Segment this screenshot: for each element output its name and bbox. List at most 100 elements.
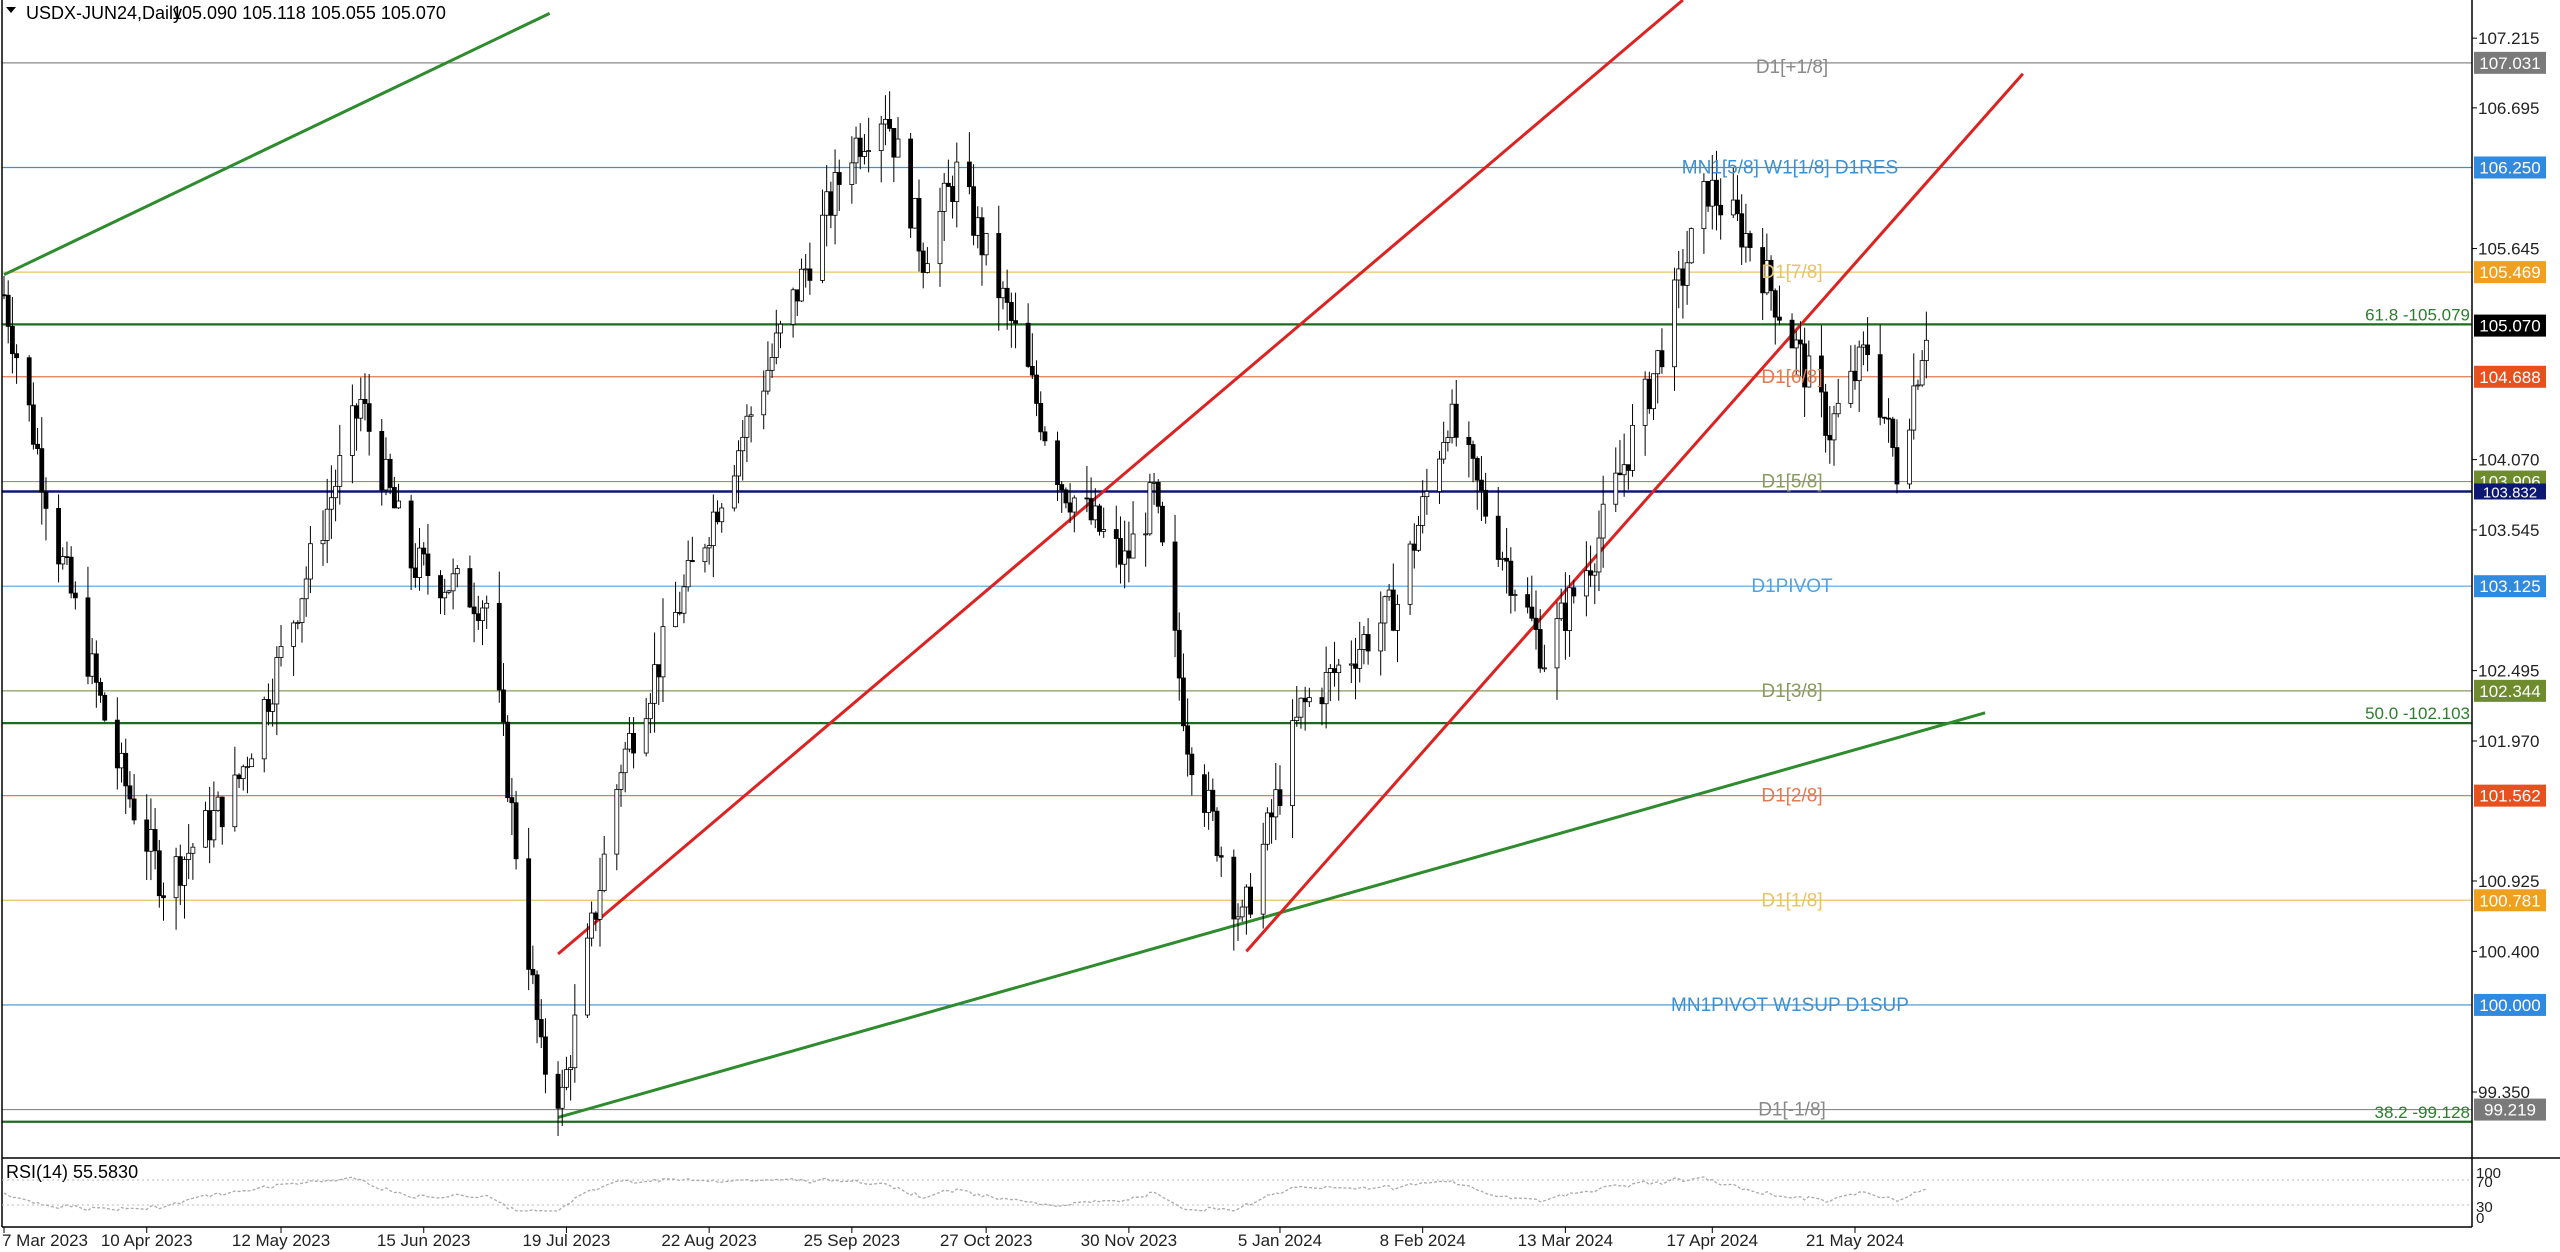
candle-down (1789, 319, 1795, 349)
candle-down (1210, 789, 1216, 812)
candle-down (1113, 529, 1119, 539)
candle-down (1772, 290, 1778, 318)
candle-down (1537, 629, 1543, 669)
candle-down (56, 507, 61, 565)
candle-down (1504, 557, 1510, 562)
y-tick-label: 102.495 (2478, 662, 2539, 681)
symbol-title: USDX-JUN24,Daily (26, 3, 182, 23)
price-tag (2474, 784, 2546, 807)
candle-down (1894, 447, 1900, 485)
trend-lines (3, 0, 2025, 1119)
price-axis[interactable]: 107.215 106.695 105.645 104.070 103.545 102.4… (2472, 29, 2539, 1102)
candle-down (1231, 856, 1237, 920)
candle-down (996, 233, 1002, 299)
candle-down (1533, 617, 1539, 630)
candle-up (803, 268, 809, 271)
price-tag-text: 103.832 (2483, 484, 2537, 501)
candle-down (979, 217, 985, 256)
candle-up (643, 718, 649, 754)
candle-down (127, 785, 133, 800)
candle-up (719, 507, 725, 523)
x-tick-label: 21 May 2024 (1806, 1231, 1904, 1250)
candle-down (1881, 416, 1887, 419)
price-tag (2474, 889, 2546, 912)
candle-down (131, 798, 137, 821)
candle-down (631, 733, 636, 754)
candle-up (1567, 587, 1572, 631)
price-tag-text: 102.344 (2479, 682, 2540, 701)
candle-up (324, 508, 330, 541)
candle-up (740, 436, 746, 452)
candle-down (1890, 418, 1896, 448)
candle-down (677, 611, 683, 614)
candle-up (1243, 886, 1249, 908)
time-axis[interactable]: 7 Mar 2023 10 Apr 2023 12 May 2023 15 Jun 2… (2, 1227, 1904, 1250)
candle-down (1038, 403, 1044, 433)
candle-up (1600, 503, 1606, 539)
candle-up (1235, 916, 1241, 920)
candle-up (1915, 384, 1921, 387)
candle-up (1000, 287, 1006, 299)
candle-up (1386, 589, 1392, 598)
collapse-triangle-icon[interactable] (6, 7, 16, 13)
candle-down (1084, 497, 1090, 500)
candle-down (509, 797, 515, 804)
candle-up (1306, 697, 1312, 703)
price-tag (2474, 483, 2546, 500)
candle-up (601, 853, 607, 891)
candle-down (14, 353, 19, 359)
candle-up (1294, 716, 1300, 721)
candle-down (501, 689, 506, 723)
y-tick-label: 100.400 (2478, 942, 2539, 961)
candle-down (1302, 697, 1308, 703)
rsi-panel[interactable]: RSI(14) 55.5830 100 70 30 0 (2, 1162, 2501, 1227)
x-tick-label: 17 Apr 2024 (1666, 1231, 1758, 1250)
price-tag-text: 101.562 (2479, 787, 2540, 806)
candle-down (9, 325, 15, 355)
candle-down (887, 118, 893, 129)
candle-up (308, 543, 313, 580)
level-lines (2, 62, 2472, 1111)
candle-down (236, 774, 242, 780)
candle-down (1529, 606, 1535, 619)
price-tag (2474, 156, 2546, 179)
level-label: D1[-1/8] (1758, 1100, 1826, 1121)
price-tags: 107.031106.250105.469104.688103.906103.1… (2474, 51, 2546, 1121)
x-tick-label: 12 May 2023 (232, 1231, 330, 1250)
candle-down (1118, 538, 1123, 565)
x-tick-label: 13 Mar 2024 (1518, 1231, 1613, 1250)
candle-up (1583, 570, 1589, 597)
candle-down (526, 858, 532, 970)
x-tick-label: 15 Jun 2023 (377, 1231, 471, 1250)
candle-down (857, 137, 863, 157)
candle-up (1445, 437, 1451, 443)
candle-up (1437, 458, 1442, 492)
candle-up (1651, 373, 1656, 410)
candle-down (26, 357, 32, 406)
candle-down (114, 719, 120, 769)
candle-down (408, 500, 414, 569)
candle-up (320, 539, 326, 545)
x-tick-label: 10 Apr 2023 (101, 1231, 193, 1250)
fibonacci-lines: 61.8 -105.079 50.0 -102.103 38.2 -99.128 (2, 305, 2472, 1123)
candle-up (1743, 233, 1749, 248)
candle-up (245, 766, 250, 769)
candle-down (1777, 316, 1782, 321)
candle-up (1793, 339, 1799, 349)
candle-down (1705, 181, 1711, 207)
candle-up (731, 475, 737, 509)
candle-down (794, 289, 800, 302)
candle-down (1646, 378, 1652, 410)
candle-down (354, 405, 359, 419)
candle-up (1709, 179, 1715, 207)
candle-down (177, 856, 183, 886)
candle-down (475, 613, 481, 621)
candle-down (1739, 213, 1745, 248)
candle-up (249, 758, 255, 768)
candle-up (1273, 789, 1279, 818)
candle-up (1416, 524, 1421, 551)
price-tag-text: 107.031 (2479, 54, 2540, 73)
candle-down (1508, 560, 1514, 596)
